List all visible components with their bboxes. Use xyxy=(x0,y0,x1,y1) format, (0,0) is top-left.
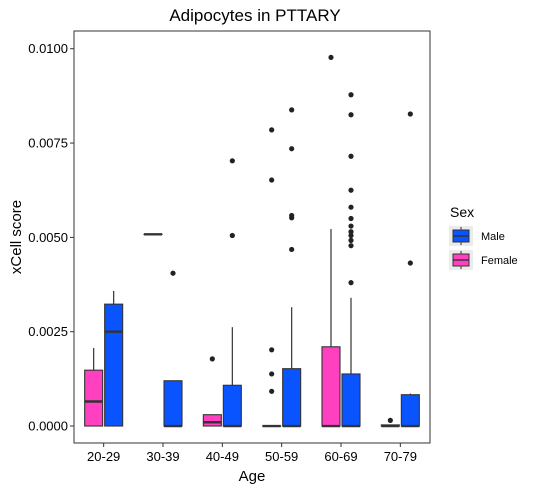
outlier-point xyxy=(289,246,295,253)
legend: Sex Male Female xyxy=(449,204,518,270)
outlier-point xyxy=(289,212,295,219)
y-tick-label: 0.0100 xyxy=(28,41,68,56)
outlier-point xyxy=(170,270,176,276)
outlier-point xyxy=(348,237,354,243)
outlier-point xyxy=(348,223,354,229)
y-tick-label: 0.0025 xyxy=(28,324,68,339)
box-male xyxy=(222,384,242,427)
outlier-point xyxy=(348,243,354,249)
outlier-point xyxy=(348,153,354,159)
y-axis: 0.0000 0.0025 0.0050 0.0075 0.0100 xyxy=(28,41,74,434)
box-male xyxy=(341,373,361,427)
outlier-point xyxy=(209,356,215,362)
outlier-point xyxy=(407,260,413,266)
box-female xyxy=(321,346,341,427)
y-tick-label: 0.0075 xyxy=(28,136,68,151)
outlier-point xyxy=(348,229,354,235)
x-axis-title: Age xyxy=(239,468,266,485)
outlier-point xyxy=(348,232,354,239)
box-male xyxy=(163,380,183,427)
legend-label-female: Female xyxy=(481,255,518,267)
outlier-point xyxy=(269,177,275,183)
box-male xyxy=(104,303,124,427)
x-tick-label: 70-79 xyxy=(384,449,417,464)
x-tick-label: 30-39 xyxy=(146,449,179,464)
outlier-point xyxy=(269,127,275,133)
plot-marks xyxy=(84,54,420,428)
box-female xyxy=(202,414,222,427)
outlier-point xyxy=(269,371,275,377)
outlier-point xyxy=(229,158,235,164)
outlier-point xyxy=(269,388,275,394)
outlier-point xyxy=(348,204,354,210)
y-axis-title: xCell score xyxy=(8,200,25,274)
x-tick-label: 50-59 xyxy=(265,449,298,464)
x-tick-label: 60-69 xyxy=(324,449,357,464)
outlier-point xyxy=(348,92,354,98)
legend-label-male: Male xyxy=(481,231,505,243)
outlier-point xyxy=(348,112,354,118)
plot-panel xyxy=(73,30,431,444)
outlier-point xyxy=(348,187,354,193)
outlier-point xyxy=(387,417,393,423)
x-axis: 20-29 30-39 40-49 50-59 60-69 70-79 xyxy=(87,443,417,464)
outlier-point xyxy=(348,215,354,222)
chart-title: Adipocytes in PTTARY xyxy=(169,6,340,25)
y-tick-label: 0.0050 xyxy=(28,230,68,245)
box-female xyxy=(84,369,104,427)
x-tick-label: 20-29 xyxy=(87,449,120,464)
outlier-point xyxy=(289,146,295,152)
outlier-point xyxy=(348,280,354,286)
outlier-point xyxy=(407,111,413,117)
outlier-point xyxy=(328,54,334,61)
outlier-point xyxy=(269,347,275,353)
legend-title: Sex xyxy=(450,204,474,220)
x-tick-label: 40-49 xyxy=(206,449,239,464)
y-tick-label: 0.0000 xyxy=(28,419,68,434)
outlier-point xyxy=(289,107,295,113)
outlier-point xyxy=(229,232,235,239)
box-male xyxy=(400,394,420,427)
box-male xyxy=(282,368,302,427)
